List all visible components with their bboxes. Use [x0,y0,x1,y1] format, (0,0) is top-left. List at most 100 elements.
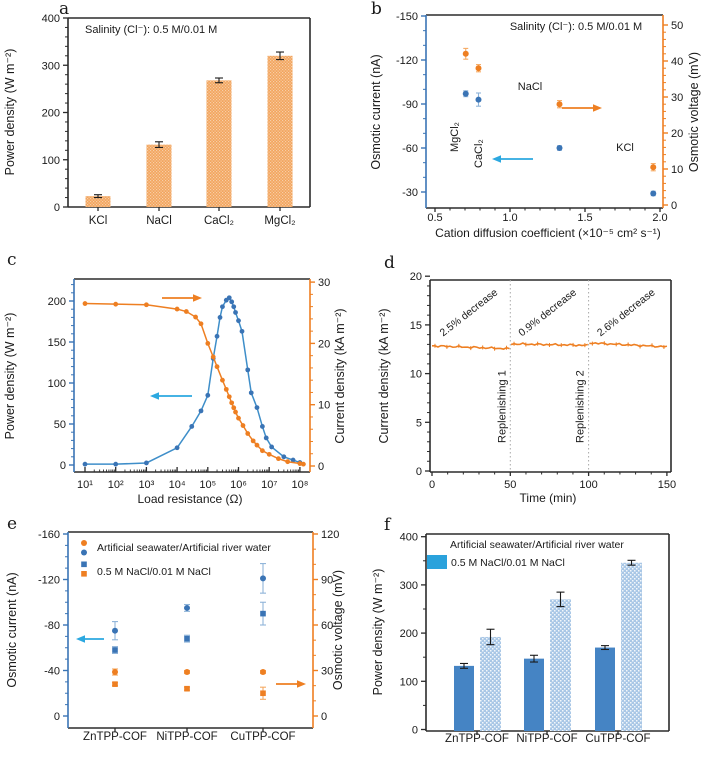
arrow-head [593,104,602,112]
data-point [226,295,232,301]
voltage-point-CaCl₂ [475,65,482,72]
point-label: MgCl₂ [449,122,461,152]
data-point [229,400,235,406]
tick-label: 100 [48,378,66,390]
data-point [233,310,238,315]
tick-label: 0 [416,466,422,478]
bar-CaCl₂ [206,80,232,207]
decrease-label: 0.9% decrease [516,286,579,339]
tick-label: -120 [396,55,418,67]
tick-label: 150 [48,337,66,349]
data-point [254,405,260,410]
tick-label: 0 [412,725,418,737]
tick-label: 0 [318,461,324,473]
stability-trace [589,342,668,348]
tick-label: -30 [402,187,418,199]
data-point [113,461,119,467]
tick-label: -40 [44,666,60,678]
tick-label: 20 [410,271,422,283]
voltage-point-NaCl [556,101,563,108]
data-point [233,409,238,415]
x-axis-label: Cation diffusion coefficient (×10⁻⁵ cm² … [435,226,661,240]
data-point [198,408,204,414]
panel-c-chart: 0 50 100 150 200 0 10 20 30 10¹ 10² 10³ 10⁴ 10⁵ 10⁶ 10⁷… [3,277,347,506]
tick-label: 0 [429,479,435,491]
nacl-voltage-point [260,690,266,697]
bar-NaCl [146,144,172,207]
arrow-head [297,680,306,688]
seawater-voltage-point [184,669,190,676]
bar-solid-ZnTPP-COF [454,665,474,731]
data-point [254,442,260,448]
tick-label: -80 [44,620,60,632]
legend-label: Artificial seawater/Artificial river wat… [450,539,624,551]
data-point [269,444,275,450]
data-point [231,304,237,310]
event-label: Replenishing 2 [575,370,587,443]
nacl-voltage-point [112,681,118,687]
tick-label: 50 [54,419,66,431]
data-point [205,341,211,346]
tick-label: 0.5 [427,212,442,224]
tick-label: 200 [48,296,66,308]
data-point [214,333,220,339]
data-point [223,386,229,392]
panel-c: c 0 50 100 150 200 0 10 20 30 10¹ 10² 10³ 10⁴ 10⁵ 10⁶ 1… [0,246,358,514]
data-point [183,309,189,314]
data-point [259,448,265,454]
tick-label: 30 [321,665,333,677]
seawater-current-point [184,604,190,611]
tick-label: 1.5 [577,212,592,224]
data-point [144,302,149,308]
seawater-current-point [260,575,266,582]
tick-label: 0 [60,460,66,472]
legend-label: Artificial seawater/Artificial river wat… [97,542,271,554]
seawater-voltage-point [260,669,266,676]
stability-trace [510,342,588,347]
legend-marker [81,571,87,577]
current-point-MgCl₂ [462,90,469,97]
x-category-label: CuTPP-COF [230,731,295,743]
tick-label: 400 [42,13,60,25]
bar-hatched-CuTPP-COF [621,562,642,731]
y-axis-label-left: Osmotic current (nA) [5,572,19,687]
data-point [290,457,296,463]
point-label: NaCl [518,81,542,93]
panel-letter-f: f [384,515,391,535]
tick-label: 2.0 [652,212,667,224]
decrease-label: 2.6% decrease [595,286,658,339]
bar-solid-NiTPP-COF [524,658,544,731]
nacl-current-point [260,610,266,617]
x-category-label: ZnTPP-COF [445,733,509,745]
bar-MgCl₂ [267,55,293,207]
data-point [263,435,269,441]
tick-label: 200 [400,628,418,640]
data-point [113,301,119,307]
annotation-salinity: Salinity (Cl⁻): 0.5 M/0.01 M [510,21,642,33]
data-point [82,461,88,467]
seawater-current-point [112,627,118,634]
legend-marker [81,540,87,546]
y-axis-label-left: Osmotic current (nA) [369,54,383,169]
data-point [217,315,223,320]
data-point [189,424,195,429]
legend-label: 0.5 M NaCl/0.01 M NaCl [97,566,211,578]
tick-label: 50 [504,479,516,491]
tick-label: 300 [400,580,418,592]
data-point [198,321,204,327]
tick-label: 10⁷ [261,479,277,491]
tick-label: 10¹ [77,479,93,491]
series-line-right [84,302,304,465]
data-point [250,438,256,444]
tick-label: 10 [671,164,683,176]
data-point [276,456,281,462]
tick-label: 300 [42,60,60,72]
y-axis-label: Power density (W m⁻²) [3,49,17,176]
x-category-label: MgCl₂ [264,215,295,227]
panel-letter-a: a [59,0,70,19]
current-point-CaCl₂ [475,96,482,103]
panel-d: d 0 5 10 15 20 0 50 100 150 Current density (kA m… [358,246,718,514]
data-point [205,392,211,398]
tick-label: 90 [321,574,333,586]
